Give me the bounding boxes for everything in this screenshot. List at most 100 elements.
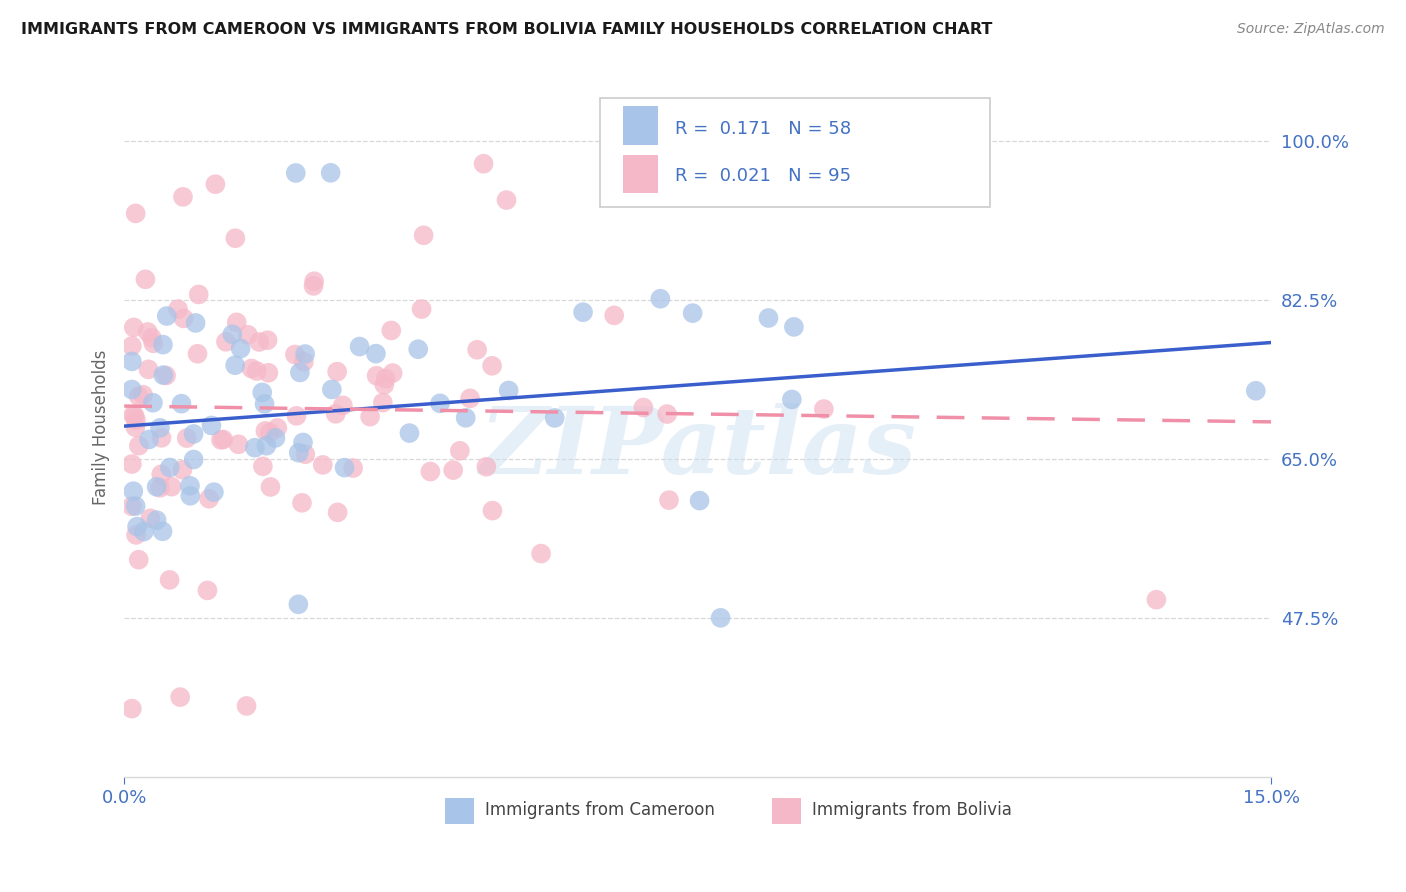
Point [264, 431, 287, 445]
Point [150, 467, 173, 482]
Point [294, 347, 316, 361]
Point [373, 377, 395, 392]
Point [441, 463, 464, 477]
Point [150, 431, 173, 445]
Point [134, 272, 156, 286]
Point [1144, 592, 1167, 607]
FancyBboxPatch shape [446, 797, 474, 824]
Point [465, 343, 488, 357]
Point [256, 333, 278, 347]
Point [544, 411, 567, 425]
Point [266, 421, 288, 435]
Point [371, 395, 394, 409]
Point [142, 396, 165, 410]
Point [359, 409, 381, 424]
Point [287, 597, 309, 611]
Point [145, 513, 167, 527]
Point [758, 310, 780, 325]
Point [149, 481, 172, 495]
Point [302, 274, 325, 288]
FancyBboxPatch shape [772, 797, 801, 824]
Point [183, 452, 205, 467]
Point [325, 407, 347, 421]
Point [152, 524, 174, 539]
Point [169, 690, 191, 705]
Point [204, 178, 226, 192]
Point [319, 166, 342, 180]
Point [783, 319, 806, 334]
Point [710, 611, 733, 625]
Point [124, 206, 146, 220]
Point [284, 166, 307, 180]
Point [224, 358, 246, 372]
Point [419, 465, 441, 479]
Point [121, 339, 143, 353]
Point [125, 413, 148, 427]
Point [682, 306, 704, 320]
Point [259, 480, 281, 494]
Point [254, 439, 277, 453]
Point [160, 480, 183, 494]
Point [235, 698, 257, 713]
Point [138, 433, 160, 447]
Point [285, 409, 308, 423]
Point [124, 409, 146, 423]
Point [412, 228, 434, 243]
Point [454, 410, 477, 425]
Point [253, 397, 276, 411]
Point [254, 424, 277, 438]
Point [141, 330, 163, 344]
Point [252, 459, 274, 474]
Point [658, 493, 681, 508]
Point [139, 511, 162, 525]
Point [650, 292, 672, 306]
Point [284, 347, 307, 361]
Point [187, 287, 209, 301]
Point [183, 427, 205, 442]
Point [364, 346, 387, 360]
Point [472, 157, 495, 171]
Point [167, 302, 190, 317]
Point [152, 368, 174, 383]
Point [121, 383, 143, 397]
Point [132, 524, 155, 539]
Text: Immigrants from Cameroon: Immigrants from Cameroon [485, 801, 716, 820]
Point [149, 421, 172, 435]
Point [458, 392, 481, 406]
Point [200, 418, 222, 433]
Point [247, 334, 270, 349]
Point [572, 305, 595, 319]
Point [333, 460, 356, 475]
Point [212, 433, 235, 447]
FancyBboxPatch shape [623, 106, 658, 145]
Point [198, 491, 221, 506]
Point [132, 388, 155, 402]
Point [215, 334, 238, 349]
Point [121, 354, 143, 368]
Point [302, 279, 325, 293]
Point [228, 437, 250, 451]
Point [326, 505, 349, 519]
Point [122, 408, 145, 422]
Point [246, 364, 269, 378]
Y-axis label: Family Households: Family Households [93, 350, 110, 505]
Point [184, 316, 207, 330]
Point [475, 459, 498, 474]
Point [176, 431, 198, 445]
Point [398, 426, 420, 441]
Text: R =  0.021   N = 95: R = 0.021 N = 95 [675, 167, 851, 185]
Point [156, 309, 179, 323]
Point [159, 460, 181, 475]
Point [179, 479, 201, 493]
Point [257, 366, 280, 380]
Text: R =  0.171   N = 58: R = 0.171 N = 58 [675, 120, 851, 138]
Point [411, 301, 433, 316]
Point [138, 362, 160, 376]
Point [530, 547, 553, 561]
Point [259, 425, 281, 440]
Point [380, 323, 402, 337]
Point [229, 342, 252, 356]
Text: Source: ZipAtlas.com: Source: ZipAtlas.com [1237, 22, 1385, 37]
Point [780, 392, 803, 407]
Point [155, 368, 177, 383]
